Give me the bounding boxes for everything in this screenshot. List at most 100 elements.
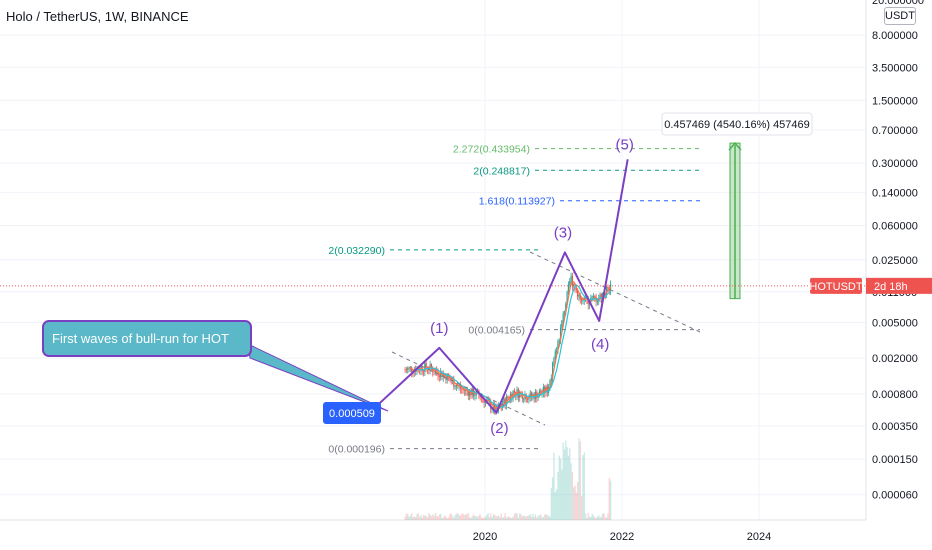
volume-bar: [413, 516, 416, 520]
candle-body: [529, 392, 531, 398]
candle-body: [591, 296, 593, 299]
candle-body: [463, 389, 465, 391]
volume-bar: [479, 514, 481, 520]
candle-body: [596, 300, 599, 302]
trend-line-lower: [391, 351, 546, 426]
volume-bar: [558, 455, 560, 520]
volume-bar: [595, 517, 597, 520]
candle-body: [561, 320, 563, 328]
measure-arrow-head: [728, 141, 742, 151]
candle-body: [429, 364, 431, 370]
candle-body: [559, 327, 562, 341]
volume-bar: [563, 449, 566, 520]
volume-bar: [534, 514, 537, 520]
volume-bar: [444, 515, 446, 520]
candle-body: [599, 294, 601, 299]
fib-level-label: 2(0.248817): [473, 165, 530, 177]
candle-body: [513, 390, 516, 393]
volume-bar: [545, 514, 547, 520]
volume-bar: [472, 514, 475, 520]
volume-bar: [451, 516, 454, 520]
axes: 8.000000 3.500000 1.500000 0.700000 0.300000…: [0, 0, 924, 543]
candle-body: [523, 398, 525, 400]
volume-bar: [553, 452, 555, 520]
candle-body: [432, 367, 434, 372]
candle-body: [587, 298, 589, 305]
measure-label: 0.457469 (4540.16%) 457469: [664, 119, 810, 131]
candle-body: [542, 386, 545, 393]
volume-bar: [503, 516, 505, 520]
entry-price-text: 0.000509: [329, 408, 375, 420]
volume-bar: [430, 516, 433, 520]
volume-bar: [577, 482, 579, 520]
candle-body: [487, 399, 489, 401]
candle-body: [544, 386, 546, 393]
volume-bar: [526, 515, 529, 520]
candle-body: [540, 390, 542, 393]
volume-bar: [445, 516, 447, 520]
fib-level-label: 0(0.004165): [468, 325, 525, 337]
currency-button[interactable]: USDT: [884, 7, 916, 25]
wave-label: (4): [591, 336, 609, 353]
volume-bar: [453, 517, 455, 520]
volume-bar: [483, 517, 485, 520]
fib-level-label: 2(0.032290): [328, 245, 385, 257]
y-tick-label: 0.300000: [872, 158, 918, 170]
wave-path: [370, 159, 629, 414]
volume-bar: [607, 513, 609, 520]
volume-bar: [554, 492, 556, 520]
volume-bar: [504, 513, 506, 520]
volume-bar: [550, 488, 553, 520]
wave-label: (5): [616, 136, 634, 153]
volume-bar: [478, 515, 480, 520]
volume-bar: [407, 514, 409, 520]
volume-bar: [566, 446, 568, 520]
volume-bar: [546, 515, 549, 520]
volume-bar: [480, 517, 483, 520]
measure-tool: 0.457469 (4540.16%) 457469: [661, 112, 813, 300]
volume-bar: [602, 513, 604, 520]
candle-body: [424, 363, 426, 372]
volume-bar: [428, 513, 430, 520]
candle-body: [563, 311, 566, 314]
volume-bars: [404, 438, 612, 520]
candle-body: [582, 300, 584, 302]
volume-bar: [609, 480, 612, 520]
candle-body: [577, 289, 579, 297]
volume-bar: [486, 514, 488, 520]
fib-level-label: 2.272(0.433954): [453, 144, 530, 156]
volume-bar: [498, 515, 500, 520]
y-tick-label: 0.700000: [872, 125, 918, 137]
y-tick-label: 1.500000: [872, 95, 918, 107]
volume-bar: [594, 517, 596, 520]
y-tick-label: 0.140000: [872, 188, 918, 200]
candle-body: [446, 374, 448, 380]
volume-bar: [465, 514, 467, 520]
volume-bar: [552, 477, 554, 520]
volume-bar: [476, 517, 479, 520]
candle-body: [550, 377, 552, 381]
volume-bar: [565, 440, 567, 520]
volume-bar: [466, 514, 468, 520]
candle-body: [408, 367, 410, 369]
wave-label: (1): [430, 320, 448, 337]
volume-bar: [440, 513, 442, 520]
x-tick-label: 2024: [747, 531, 771, 543]
ma-slow: [414, 284, 612, 409]
volume-bar: [575, 492, 578, 520]
volume-bar: [584, 513, 587, 520]
candle-body: [480, 397, 483, 399]
volume-bar: [586, 517, 588, 520]
candle-body: [459, 385, 462, 389]
candle-body: [528, 397, 530, 400]
fib-levels: 2.272(0.433954) 2(0.248817) 1.618(0.113927…: [328, 144, 700, 456]
volume-bar: [432, 514, 434, 520]
volume-bar: [590, 516, 592, 520]
candle-body: [609, 283, 612, 291]
candle-body: [469, 390, 471, 396]
volume-bar: [475, 515, 477, 520]
candle-body: [536, 391, 538, 398]
volume-bar: [505, 517, 508, 520]
candle-body: [430, 364, 433, 368]
